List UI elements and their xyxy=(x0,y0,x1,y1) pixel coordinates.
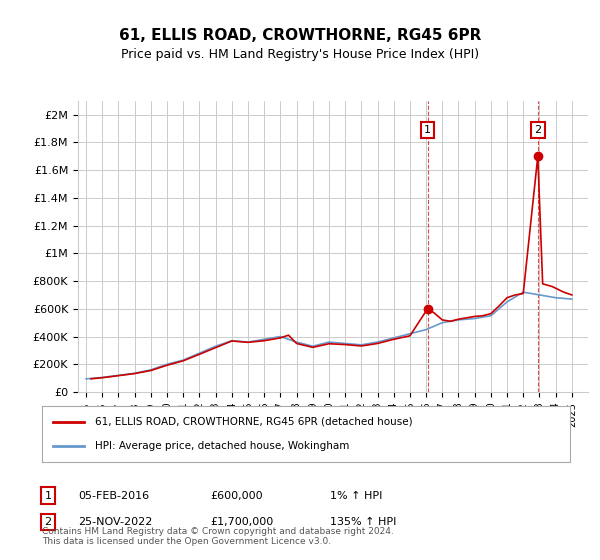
Text: 2: 2 xyxy=(534,125,541,135)
Text: Contains HM Land Registry data © Crown copyright and database right 2024.
This d: Contains HM Land Registry data © Crown c… xyxy=(42,526,394,546)
Text: 1: 1 xyxy=(44,491,52,501)
Text: 61, ELLIS ROAD, CROWTHORNE, RG45 6PR (detached house): 61, ELLIS ROAD, CROWTHORNE, RG45 6PR (de… xyxy=(95,417,412,427)
Text: 61, ELLIS ROAD, CROWTHORNE, RG45 6PR: 61, ELLIS ROAD, CROWTHORNE, RG45 6PR xyxy=(119,28,481,43)
Text: 1: 1 xyxy=(424,125,431,135)
Text: 135% ↑ HPI: 135% ↑ HPI xyxy=(330,517,397,527)
Text: £600,000: £600,000 xyxy=(210,491,263,501)
Text: 05-FEB-2016: 05-FEB-2016 xyxy=(78,491,149,501)
Text: 1% ↑ HPI: 1% ↑ HPI xyxy=(330,491,382,501)
Text: Price paid vs. HM Land Registry's House Price Index (HPI): Price paid vs. HM Land Registry's House … xyxy=(121,48,479,60)
Text: £1,700,000: £1,700,000 xyxy=(210,517,273,527)
Text: 2: 2 xyxy=(44,517,52,527)
Text: HPI: Average price, detached house, Wokingham: HPI: Average price, detached house, Woki… xyxy=(95,441,349,451)
Text: 25-NOV-2022: 25-NOV-2022 xyxy=(78,517,152,527)
